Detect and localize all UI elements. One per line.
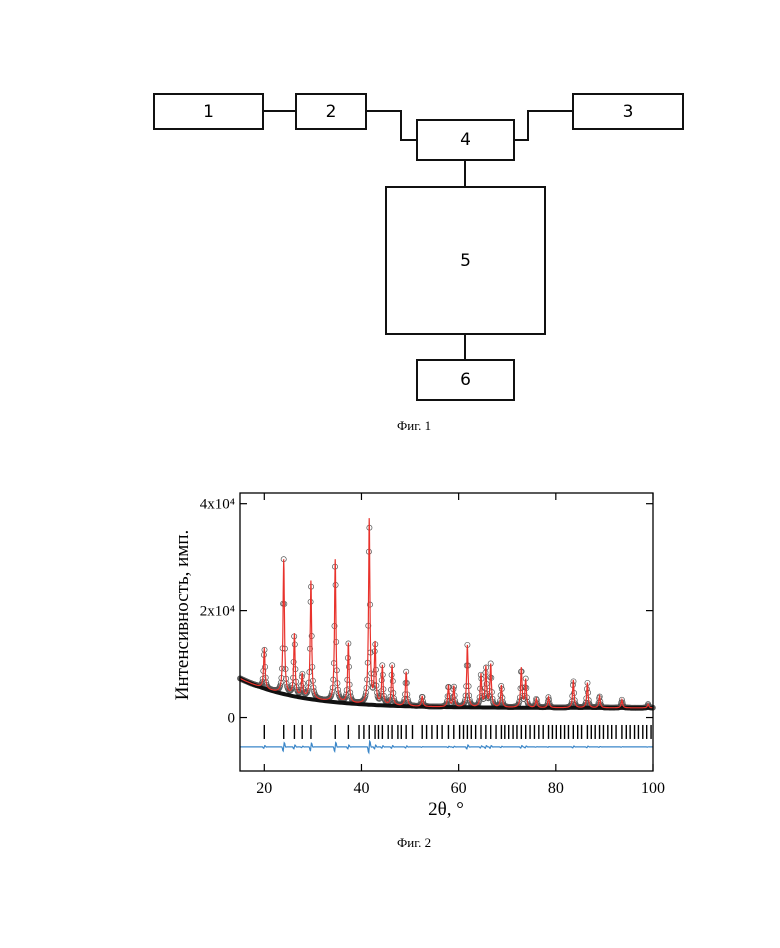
x-axis-label: 2θ, ° bbox=[428, 799, 464, 820]
block-6-label: 6 bbox=[460, 370, 471, 390]
xrd-chart: 20 40 60 80 100 0 2x10⁴ 4x10⁴ 2θ, ° Интенсивнос… bbox=[160, 475, 700, 835]
difference-curve bbox=[240, 741, 653, 752]
x-tick-label: 20 bbox=[256, 780, 272, 797]
connector-3-4 bbox=[515, 111, 572, 140]
x-tick-label: 100 bbox=[641, 780, 665, 797]
block-6: 6 bbox=[416, 359, 515, 401]
y-tick-label: 2x10⁴ bbox=[200, 604, 235, 620]
block-2: 2 bbox=[295, 93, 367, 130]
y-tick-label: 0 bbox=[228, 711, 236, 727]
block-4: 4 bbox=[416, 119, 515, 161]
calculated-profile bbox=[240, 518, 653, 708]
block-1-label: 1 bbox=[203, 102, 214, 122]
block-5: 5 bbox=[385, 186, 546, 335]
y-tick-label: 4x10⁴ bbox=[200, 497, 235, 513]
x-tick-label: 40 bbox=[353, 780, 369, 797]
x-tick-label: 60 bbox=[451, 780, 467, 797]
block-3: 3 bbox=[572, 93, 684, 130]
figure-1-caption: Фиг. 1 bbox=[397, 418, 431, 434]
axis-layer: 20 40 60 80 100 0 2x10⁴ 4x10⁴ bbox=[200, 493, 665, 797]
x-tick-label: 80 bbox=[548, 780, 564, 797]
block-5-label: 5 bbox=[460, 251, 471, 271]
connector-2-4 bbox=[367, 111, 416, 140]
y-axis-label: Интенсивность, имп. bbox=[172, 530, 193, 701]
block-2-label: 2 bbox=[326, 102, 337, 122]
figure-2-caption: Фиг. 2 bbox=[397, 835, 431, 851]
block-3-label: 3 bbox=[623, 102, 634, 122]
plot-layer bbox=[237, 518, 655, 753]
block-1: 1 bbox=[153, 93, 264, 130]
block-4-label: 4 bbox=[460, 130, 471, 150]
